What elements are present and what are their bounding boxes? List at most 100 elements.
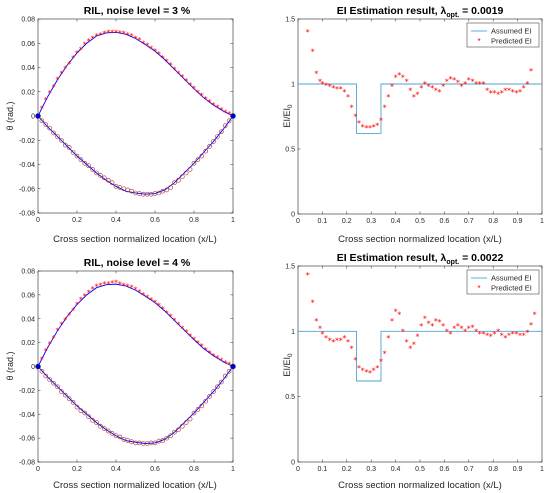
data-point: * (514, 89, 518, 98)
data-point: * (67, 311, 71, 320)
legend: Assumed EI * Predicted EI (466, 22, 540, 48)
data-point: * (95, 283, 99, 292)
data-point: * (470, 77, 474, 86)
data-point (191, 410, 197, 416)
data-point (164, 187, 169, 193)
data-point: * (445, 77, 449, 86)
x-tick-label: 1 (231, 466, 235, 473)
data-point: * (165, 57, 169, 66)
data-point: * (188, 332, 192, 341)
data-point (102, 175, 107, 181)
data-point: * (416, 333, 420, 342)
y-tick-label: 0.5 (285, 394, 295, 401)
data-point: * (390, 317, 394, 326)
data-point: * (386, 334, 390, 343)
data-point: * (212, 101, 216, 110)
data-point: * (401, 327, 405, 336)
x-tick-label: 0.9 (513, 466, 523, 473)
data-point (226, 368, 232, 374)
data-point: * (173, 65, 177, 74)
data-point (172, 180, 177, 185)
data-point (39, 368, 45, 374)
data-point: * (153, 47, 157, 56)
y-axis-label: EI/EI0 (282, 353, 294, 377)
data-point: * (529, 321, 533, 330)
data-point: * (126, 31, 130, 40)
data-point: * (339, 336, 343, 345)
data-point (180, 423, 185, 429)
data-point: * (419, 84, 423, 93)
chart-ei-estimation-4: EI Estimation result, λopt. = 0.0022 EI/… (282, 252, 544, 491)
legend-label: Assumed EI (491, 27, 531, 36)
data-point: * (79, 296, 83, 305)
endpoint-marker (230, 113, 236, 119)
data-point: * (118, 29, 122, 38)
data-point: * (434, 317, 438, 326)
data-point: * (423, 80, 427, 89)
data-point: * (434, 87, 438, 96)
plot-area: 0 0.2 0.4 0.6 0.8 1 -0.08 -0.06 -0.04 -0.02 0 0.02 0… (19, 269, 236, 473)
data-point: * (157, 302, 161, 311)
axes-frame (297, 265, 543, 463)
data-point (94, 420, 99, 425)
data-point (226, 118, 232, 124)
series-2 (37, 366, 234, 444)
data-point: * (346, 93, 350, 102)
data-point: * (485, 87, 489, 96)
y-tick-label: 0 (291, 212, 295, 219)
data-point: * (48, 340, 52, 349)
data-point (74, 404, 80, 410)
data-point: * (357, 119, 361, 128)
axes-frame (297, 18, 543, 215)
chart-ril-noise-3: RIL, noise level = 3 % θ (rad.) Cross se… (5, 5, 236, 245)
data-point: * (353, 113, 357, 122)
data-point: * (98, 281, 102, 290)
data-point (199, 153, 205, 159)
chart-title: EI Estimation result, λopt. = 0.0022 (337, 252, 504, 266)
x-tick-label: 1 (540, 466, 544, 473)
y-tick-label: 0 (291, 460, 295, 467)
data-point: * (134, 34, 138, 43)
data-point: * (223, 359, 227, 368)
data-point: * (227, 361, 231, 370)
data-point: * (342, 334, 346, 343)
data-point (78, 408, 84, 413)
data-point (164, 435, 169, 441)
series-0 (37, 283, 234, 367)
data-point: * (405, 77, 409, 86)
data-point (211, 389, 216, 394)
data-point: * (500, 331, 504, 340)
data-point: * (353, 356, 357, 365)
data-point: * (412, 93, 416, 102)
data-point: * (169, 312, 173, 321)
y-tick-label: 0 (31, 364, 35, 371)
data-point: * (40, 105, 44, 114)
data-point (82, 160, 88, 166)
data-point: * (328, 336, 332, 345)
series-line (298, 330, 542, 382)
data-point: * (503, 334, 507, 343)
data-point (39, 118, 45, 124)
data-point: * (496, 327, 500, 336)
data-point: * (219, 106, 223, 115)
data-point: * (114, 28, 118, 37)
data-point: * (204, 95, 208, 104)
legend-label: Assumed EI (491, 274, 531, 283)
data-point: * (208, 98, 212, 107)
data-point: * (180, 73, 184, 82)
data-point: * (188, 81, 192, 90)
x-tick-label: 0.6 (440, 218, 450, 225)
data-point (51, 130, 56, 136)
x-tick-label: 0.1 (318, 466, 328, 473)
y-tick-label: 0.02 (21, 340, 35, 347)
data-point: * (320, 330, 324, 339)
data-point: * (397, 310, 401, 319)
data-point: * (408, 87, 412, 96)
data-point: * (40, 355, 44, 364)
x-tick-label: 1 (540, 218, 544, 225)
data-point: * (485, 331, 489, 340)
data-point: * (496, 90, 500, 99)
y-tick-label: 1.5 (285, 17, 295, 24)
data-point (102, 426, 107, 431)
